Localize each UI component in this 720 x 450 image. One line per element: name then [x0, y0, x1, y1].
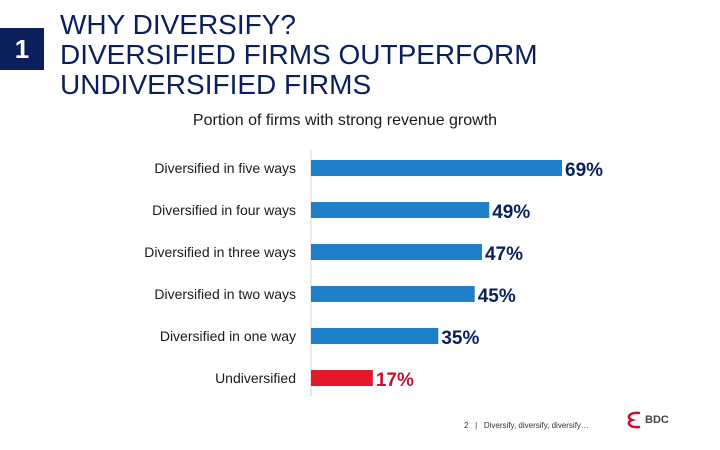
value-label: 69% — [565, 160, 603, 181]
title-line-3: UNDIVERSIFIED FIRMS — [60, 69, 372, 100]
slide-number: 1 — [14, 34, 30, 64]
bdc-logo-text: BDC — [645, 414, 669, 426]
category-label: Diversified in five ways — [154, 160, 296, 176]
value-label: 17% — [376, 370, 414, 391]
footer-separator: | — [475, 421, 478, 430]
page-title: WHY DIVERSIFY? DIVERSIFIED FIRMS OUTPERF… — [60, 10, 538, 100]
bar — [311, 244, 482, 260]
bar — [311, 202, 490, 218]
bar — [311, 286, 475, 302]
category-label: Diversified in one way — [160, 328, 296, 344]
category-label: Undiversified — [215, 370, 296, 386]
category-label: Diversified in four ways — [152, 202, 296, 218]
value-label: 35% — [441, 328, 479, 349]
bar — [311, 160, 562, 176]
category-label: Diversified in three ways — [144, 244, 296, 260]
footer-text: Diversify, diversify, diversify… — [483, 421, 589, 430]
footer: 2 | Diversify, diversify, diversify… — [464, 421, 589, 430]
value-label: 47% — [485, 244, 523, 265]
category-label: Diversified in two ways — [154, 286, 296, 302]
title-line-2: DIVERSIFIED FIRMS OUTPERFORM — [60, 39, 538, 70]
chart-title: Portion of firms with strong revenue gro… — [192, 112, 498, 129]
bdc-logo: BDC — [624, 410, 669, 430]
bar — [311, 328, 439, 344]
title-line-1: WHY DIVERSIFY? — [60, 9, 296, 40]
bdc-logo-icon — [627, 411, 641, 429]
bar — [311, 370, 373, 386]
slide-number-badge: 1 — [0, 28, 44, 70]
value-label: 49% — [492, 202, 530, 223]
value-label: 45% — [478, 286, 516, 307]
footer-page-number: 2 — [464, 421, 469, 430]
